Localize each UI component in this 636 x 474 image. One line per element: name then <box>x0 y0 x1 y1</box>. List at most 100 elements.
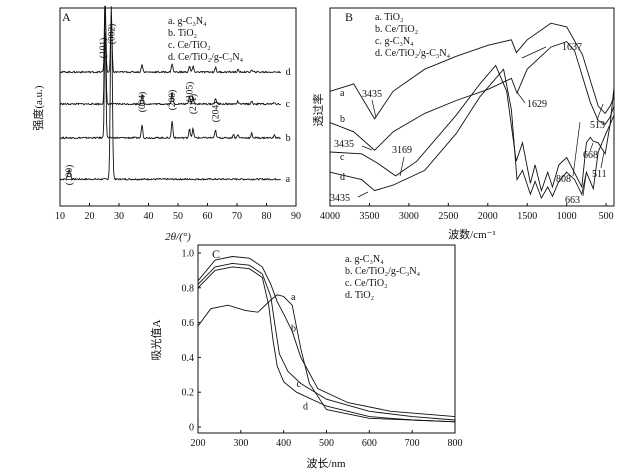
panel-a-x-tick-label: 80 <box>262 211 272 222</box>
panel-a-x-ticks: 10 20 30 40 50 60 70 80 90 <box>55 203 301 222</box>
panel-a-peak-label: (002) <box>106 24 117 45</box>
panel-a-series-label-b: b <box>286 133 291 144</box>
panel-a-x-tick-label: 40 <box>144 211 154 222</box>
panel-b-leader-line <box>572 121 581 177</box>
panel-a-peak-label: (211) <box>188 94 199 114</box>
panel-c-xlabel: 波长/nm <box>306 457 346 470</box>
panel-b-annotation: 668 <box>583 150 598 161</box>
panel-c-y-tick-label: 0.8 <box>182 283 195 294</box>
panel-c-x-tick-label: 400 <box>276 438 291 449</box>
panel-b-x-tick-label: 3500 <box>359 211 379 222</box>
panel-b-x-tick-label: 500 <box>599 211 614 222</box>
panel-b-annotation: 663 <box>565 195 580 206</box>
panel-b-ylabel: 透过率 <box>311 94 325 127</box>
panel-b-series-b <box>329 41 615 151</box>
panel-b-x-tick-label: 1000 <box>557 211 577 222</box>
panel-c-y-tick-label: 0.6 <box>182 318 195 329</box>
panel-a-series-d <box>59 5 282 74</box>
panel-b-x-tick-label: 2500 <box>438 211 458 222</box>
panel-a-legend-a: a. g-C₃N₄ <box>168 16 207 27</box>
panel-c-y-tick-label: 0.4 <box>182 353 195 364</box>
panel-a-series-label-a: a <box>286 174 291 185</box>
panel-b-x-tick-label: 1500 <box>517 211 537 222</box>
panel-b-leader-line <box>361 145 373 151</box>
panel-a-curves: a b c d <box>59 5 291 185</box>
panel-a-ylabel: 强度(a.u.) <box>31 85 45 131</box>
panel-b-annotation: 808 <box>556 174 571 185</box>
panel-b-annotation: 1629 <box>527 99 547 110</box>
panel-c-ylabel: 吸光值A <box>149 319 163 360</box>
panel-b-leader-line <box>600 151 605 169</box>
panel-a-peak-label: (204) <box>210 102 221 123</box>
panel-c-series-c <box>197 262 456 421</box>
panel-a-x-tick-label: 20 <box>85 211 95 222</box>
panel-b-x-tick-label: 4000 <box>320 211 340 222</box>
panel-c-x-tick-label: 700 <box>405 438 420 449</box>
panel-a-xrd: A 强度(a.u.) 2θ/(°) 10 20 30 40 50 60 70 80 90 a. … <box>31 5 301 243</box>
panel-b-leader-line <box>582 174 587 197</box>
panel-b-legend-a: a. TiO₂ <box>375 12 404 23</box>
panel-c-letter: C <box>212 247 220 261</box>
panel-b-leader-line <box>589 142 594 152</box>
panel-b-letter: B <box>345 10 353 24</box>
panel-c-series-label-c: c <box>297 379 302 390</box>
panel-b-annotation: 3435 <box>330 193 350 204</box>
panel-b-leader-line <box>596 103 604 121</box>
panel-b-series-label-c: c <box>340 152 345 163</box>
panel-b-annotation: 511 <box>592 169 607 180</box>
panel-c-curves: a b c d <box>197 256 456 423</box>
panel-b-annotations: 1637 3435 1629 513 3435 3169 668 808 511 3435 663 <box>330 42 607 206</box>
panel-c-series-b <box>197 256 456 418</box>
panel-c-legend-b: b. Ce/TiO₂/g-C₃N₄ <box>345 266 421 277</box>
panel-c-y-tick-label: 1.0 <box>182 249 195 260</box>
panel-a-peak-label: (100) <box>64 165 75 186</box>
panel-a-letter: A <box>62 10 71 24</box>
panel-c-uvvis: C 吸光值A 波长/nm 200 300 400 500 600 700 800 0 0.2 0.… <box>149 244 463 470</box>
panel-c-x-tick-label: 200 <box>191 438 206 449</box>
panel-b-xlabel: 波数/cm⁻¹ <box>448 228 496 241</box>
panel-a-xlabel: 2θ/(°) <box>165 231 191 243</box>
panel-b-leader-line <box>516 91 526 104</box>
panel-b-annotation: 3169 <box>392 145 412 156</box>
panel-a-x-tick-label: 50 <box>173 211 183 222</box>
panel-b-leader-line <box>371 99 377 119</box>
panel-b-series-label-b: b <box>340 114 345 125</box>
panel-b-legend-d: d. Ce/TiO₂/g-C₃N₄ <box>375 48 451 59</box>
panel-a-legend-d: d. Ce/TiO₂/g-C₃N₄ <box>168 52 244 63</box>
panel-c-y-tick-label: 0 <box>189 423 194 434</box>
panel-a-peak-label: (101) <box>98 38 109 59</box>
panel-c-series-label-a: a <box>291 292 296 303</box>
panel-a-peak-label: (105) <box>185 82 196 103</box>
panel-c-legend-c: c. Ce/TiO₂ <box>345 278 388 289</box>
panel-a-x-tick-label: 30 <box>114 211 124 222</box>
panel-a-legend-b: b. TiO₂ <box>168 28 197 39</box>
panel-c-series-d <box>197 266 456 423</box>
panel-a-legend-c: c. Ce/TiO₂ <box>168 40 211 51</box>
panel-a-x-tick-label: 90 <box>291 211 301 222</box>
panel-b-x-tick-label: 2000 <box>478 211 498 222</box>
panel-a-x-tick-label: 70 <box>232 211 242 222</box>
panel-b-leader-line <box>357 191 369 198</box>
panel-b-leader-line <box>399 156 405 177</box>
panel-b-legend-c: c. g-C₃N₄ <box>375 36 414 47</box>
panel-a-x-tick-label: 10 <box>55 211 65 222</box>
panel-a-peak-labels: (002)(101) (100) (004) (200) (105)(211) (204) <box>64 24 221 186</box>
panel-b-x-tick-label: 3000 <box>399 211 419 222</box>
panel-c-legend-a: a. g-C₃N₄ <box>345 254 384 265</box>
panel-c-series-a <box>197 294 456 423</box>
panel-b-x-ticks: 4000 3500 3000 2500 2000 1500 1000 500 <box>320 203 614 222</box>
panel-a-peak-label: (200) <box>167 90 178 111</box>
panel-a-series-label-c: c <box>286 99 291 110</box>
panel-b-leader-line <box>521 46 547 59</box>
panel-c-ticks: 200 300 400 500 600 700 800 0 0.2 0.4 0.6 0.8 1.0 <box>182 249 463 450</box>
panel-c-series-label-b: b <box>291 323 296 334</box>
panel-c-series-label-d: d <box>303 402 308 413</box>
panel-b-legend-b: b. Ce/TiO₂ <box>375 24 418 35</box>
panel-b-series-label-a: a <box>340 88 345 99</box>
panel-b-series-d <box>329 68 615 200</box>
panel-b-annotation: 3435 <box>362 89 382 100</box>
